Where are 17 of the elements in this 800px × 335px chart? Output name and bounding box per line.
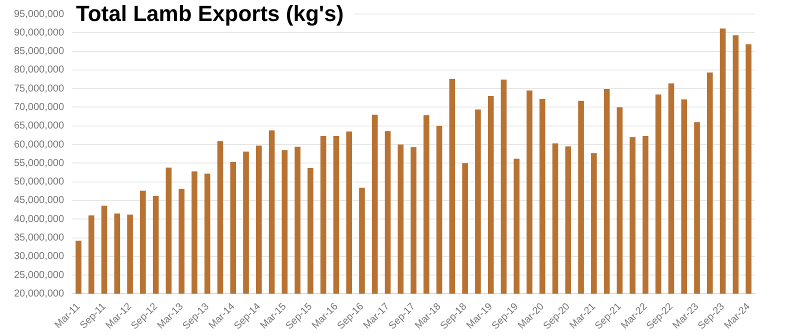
y-tick-label: 90,000,000 [14, 27, 64, 38]
y-tick-label: 40,000,000 [14, 214, 64, 225]
y-tick-label: 50,000,000 [14, 176, 64, 188]
y-tick-label: 65,000,000 [14, 120, 64, 132]
y-tick-label: 30,000,000 [14, 251, 64, 262]
y-tick-label: 80,000,000 [14, 64, 64, 76]
y-tick-label: 45,000,000 [14, 195, 64, 206]
y-tick-label: 60,000,000 [14, 139, 64, 150]
y-tick-label: 20,000,000 [14, 288, 64, 300]
y-tick-label: 25,000,000 [14, 270, 64, 281]
y-tick-label: 85,000,000 [14, 46, 64, 58]
y-tick-label: 95,000,000 [14, 8, 64, 20]
y-tick-label: 35,000,000 [14, 232, 64, 244]
y-tick-label: 70,000,000 [14, 102, 64, 113]
chart-title: Total Lamb Exports (kg's) [76, 1, 344, 26]
y-tick-label: 75,000,000 [14, 83, 64, 94]
y-tick-label: 55,000,000 [14, 158, 64, 169]
